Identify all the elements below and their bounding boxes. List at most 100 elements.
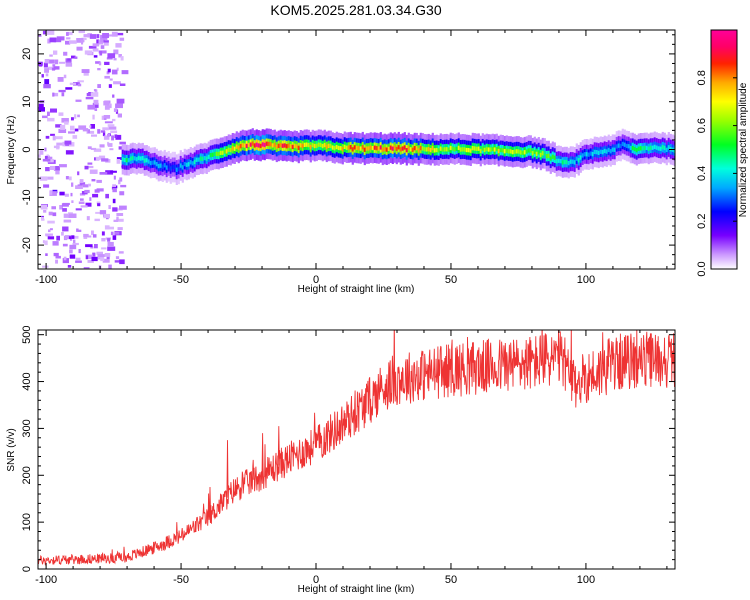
- noise-blob: [83, 267, 90, 269]
- ridge-cell: [179, 163, 182, 168]
- ridge-cell: [525, 149, 528, 154]
- noise-blob: [44, 156, 48, 159]
- ridge-cell: [137, 155, 140, 161]
- ridge-cell: [409, 147, 412, 152]
- ridge-cell: [163, 163, 166, 168]
- snr-frame: [37, 329, 676, 570]
- colorbar-gradient: [710, 29, 738, 270]
- noise-blob: [78, 125, 87, 130]
- noise-blob: [89, 34, 97, 39]
- ridge-cell: [411, 147, 414, 152]
- ridge-cell: [125, 158, 128, 163]
- ridge-cell: [253, 143, 256, 148]
- noise-blob: [98, 62, 102, 66]
- x-tick-label: -50: [173, 574, 189, 586]
- snr-y-ticks: 0 100 200 300 400 500: [21, 326, 675, 572]
- noise-blob: [59, 205, 63, 210]
- ridge-cell: [269, 142, 272, 147]
- ridge-cell: [627, 144, 630, 149]
- noise-blob: [93, 55, 98, 58]
- ridge-cell: [213, 151, 216, 157]
- ridge-cell: [297, 145, 300, 150]
- noise-blob: [66, 31, 73, 36]
- ridge-cell: [491, 146, 494, 152]
- ridge-cell: [511, 150, 514, 155]
- ridge-cell: [431, 145, 434, 151]
- noise-blob: [83, 233, 89, 238]
- spectrogram-x-label: Height of straight line (km): [298, 284, 415, 295]
- ridge-cell: [129, 156, 132, 161]
- noise-blob: [62, 226, 69, 232]
- noise-blob: [81, 39, 84, 45]
- ridge-cell: [249, 142, 252, 147]
- ridge-cell: [597, 150, 600, 155]
- noise-blob: [93, 148, 102, 152]
- ridge-cell: [663, 145, 666, 151]
- ridge-cell: [547, 153, 550, 159]
- ridge-cell: [187, 162, 190, 167]
- noise-blob: [79, 182, 86, 185]
- noise-blob: [75, 208, 82, 211]
- ridge-cell: [263, 142, 266, 148]
- noise-blob: [76, 228, 79, 232]
- ridge-cell: [397, 145, 400, 150]
- noise-blob: [104, 121, 113, 124]
- noise-blob: [62, 141, 66, 147]
- noise-blob: [84, 165, 89, 170]
- ridge-cell: [473, 146, 476, 151]
- ridge-cell: [281, 143, 284, 148]
- noise-blob: [47, 176, 54, 180]
- noise-blob: [45, 135, 50, 139]
- noise-blob: [69, 244, 77, 250]
- snr-y-label: SNR (v/v): [6, 428, 17, 471]
- ridge-cell: [123, 157, 126, 163]
- ridge-cell: [327, 143, 330, 148]
- noise-blob: [107, 53, 116, 59]
- noise-blob: [81, 69, 90, 73]
- ridge-cell: [225, 149, 228, 154]
- ridge-cell: [593, 149, 596, 155]
- noise-blob: [53, 166, 60, 171]
- ridge-cell: [395, 146, 398, 152]
- noise-blob: [118, 251, 124, 254]
- ridge-cell: [183, 161, 186, 167]
- snr-x-ticks: -100 -50 0 50 100: [35, 330, 668, 586]
- ridge-cell: [301, 143, 304, 149]
- ridge-cell: [267, 141, 270, 147]
- noise-blob: [62, 243, 68, 247]
- spectrogram-ridge: [121, 128, 675, 185]
- noise-blob: [46, 30, 55, 35]
- noise-blob: [53, 50, 58, 55]
- noise-blob: [116, 218, 124, 222]
- ridge-cell: [333, 146, 336, 151]
- ridge-cell: [233, 146, 236, 151]
- noise-blob: [44, 68, 49, 73]
- noise-blob: [92, 43, 100, 47]
- noise-blob: [114, 134, 118, 138]
- ridge-cell: [315, 143, 318, 148]
- ridge-cell: [633, 146, 636, 152]
- ridge-cell: [435, 147, 438, 153]
- ridge-cell: [581, 153, 584, 158]
- ridge-cell: [377, 146, 380, 151]
- noise-blob: [72, 235, 79, 239]
- noise-blob: [52, 92, 55, 97]
- ridge-cell: [359, 146, 362, 151]
- noise-blob: [53, 92, 59, 97]
- ridge-cell: [667, 145, 670, 150]
- snr-x-label: Height of straight line (km): [298, 584, 415, 595]
- ridge-cell: [479, 148, 482, 154]
- noise-blob: [67, 58, 71, 61]
- ridge-cell: [477, 146, 480, 151]
- ridge-cell: [195, 157, 198, 162]
- ridge-cell: [391, 146, 394, 151]
- ridge-cell: [551, 154, 554, 159]
- y-tick-label: 20: [21, 48, 33, 60]
- ridge-cell: [159, 163, 162, 168]
- noise-blob: [44, 79, 50, 84]
- noise-blob: [44, 147, 47, 152]
- ridge-cell: [201, 156, 204, 161]
- noise-blob: [85, 96, 94, 100]
- noise-blob: [87, 129, 90, 134]
